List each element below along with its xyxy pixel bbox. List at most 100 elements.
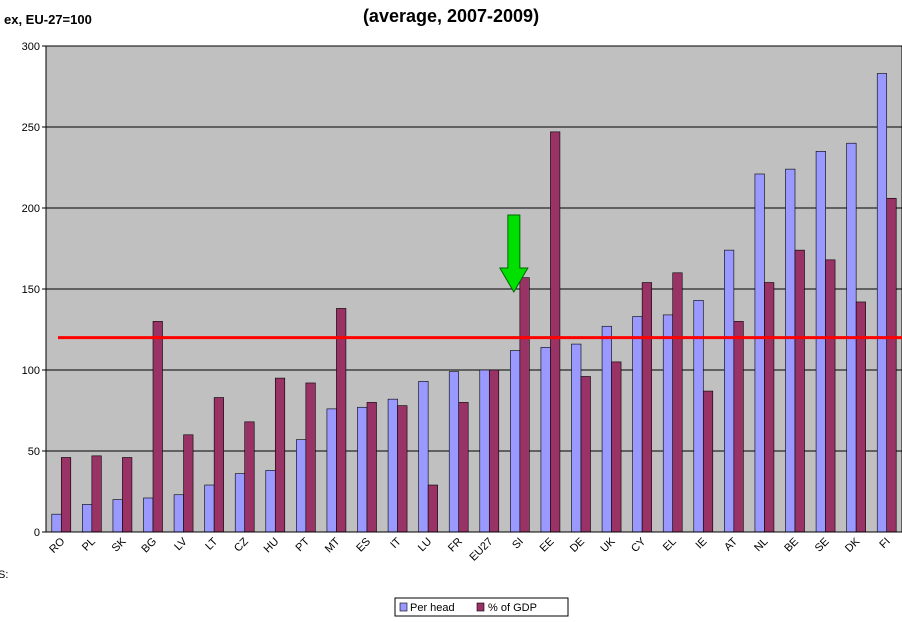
bar-per-head-DE — [571, 343, 582, 533]
bar-per-head-EE — [540, 347, 551, 533]
bar-gdp-LV — [183, 434, 194, 533]
y-tick-label: 200 — [22, 203, 40, 215]
y-tick-label: 100 — [22, 365, 40, 377]
bar-gdp-HU — [274, 377, 286, 533]
bar-gdp-EL — [672, 272, 683, 533]
bar-per-head-EU27 — [479, 369, 490, 533]
x-tick-label: DK — [843, 535, 863, 555]
x-tick-label: CY — [629, 535, 649, 555]
x-tick-label: BE — [782, 536, 801, 555]
x-tick-label: BG — [139, 536, 159, 556]
bar-per-head-FR — [448, 371, 460, 533]
legend-swatch-gdp — [476, 602, 485, 612]
bar-per-head-IE — [693, 300, 704, 533]
y-tick-label: 150 — [22, 284, 40, 296]
x-tick-label: UK — [598, 535, 618, 555]
bar-gdp-CY — [641, 282, 652, 533]
bar-gdp-BE — [794, 249, 805, 533]
chart-title: (average, 2007-2009) — [363, 6, 539, 26]
x-axis: RO PL SK BG LV LT CZ HU PT MT ES IT LU FR EU27 SI EE DE UK… — [46, 531, 902, 564]
bar-per-head-MT — [326, 408, 337, 533]
bar-per-head-HU — [265, 470, 276, 533]
x-tick-label: EE — [538, 536, 557, 555]
legend-label-gdp: % of GDP — [488, 602, 537, 614]
x-tick-label: IE — [694, 536, 710, 552]
bar-gdp-LT — [213, 397, 224, 533]
bar-per-head-CZ — [234, 473, 246, 533]
bar-gdp-SE — [825, 259, 836, 533]
bar-per-head-CY — [632, 316, 643, 533]
bar-gdp-NL — [764, 282, 775, 533]
bar-per-head-RO — [51, 513, 62, 533]
x-tick-label: HU — [262, 536, 282, 556]
bar-per-head-SI — [510, 350, 521, 533]
bar-gdp-CZ — [244, 421, 255, 533]
x-tick-label: MT — [323, 535, 343, 555]
bar-per-head-FI — [876, 73, 888, 533]
bar-per-head-ES — [357, 406, 368, 533]
bar-per-head-BG — [143, 497, 154, 533]
bar-per-head-LV — [173, 494, 184, 533]
y-tick-label: 300 — [22, 41, 40, 53]
bar-gdp-PT — [305, 382, 316, 533]
bar-per-head-UK — [601, 325, 612, 533]
bar-gdp-BG — [152, 321, 163, 533]
x-tick-label: AT — [722, 535, 740, 553]
bar-gdp-IT — [397, 405, 408, 533]
bar-gdp-ES — [366, 402, 377, 533]
bar-per-head-SK — [112, 499, 123, 533]
x-tick-label: LV — [172, 535, 190, 553]
bar-per-head-SE — [815, 151, 826, 533]
x-tick-label: SE — [813, 536, 832, 555]
y-tick-label: 0 — [34, 527, 40, 539]
bar-gdp-DE — [580, 376, 591, 533]
bar-gdp-IE — [702, 390, 714, 533]
x-tick-label: IT — [388, 535, 404, 551]
x-tick-label: FR — [446, 536, 465, 555]
bar-gdp-SI — [519, 277, 530, 533]
y-tick-label: 50 — [28, 446, 40, 458]
bar-per-head-AT — [724, 249, 735, 533]
legend: Per head % of GDP — [394, 597, 569, 617]
bar-per-head-IT — [387, 398, 398, 533]
y-axis: 0 50 100 150 200 250 300 — [22, 41, 46, 539]
x-tick-label: LU — [416, 536, 434, 554]
arrow-marker — [498, 214, 529, 293]
bar-gdp-EE — [550, 131, 561, 533]
bar-per-head-PL — [82, 504, 93, 533]
bar-per-head-NL — [754, 173, 765, 533]
bar-gdp-UK — [611, 361, 622, 533]
bar-per-head-LT — [204, 484, 215, 533]
x-tick-label: SK — [110, 535, 129, 554]
y-tick-label: 250 — [22, 122, 40, 134]
side-glyph: S: — [0, 569, 8, 581]
bar-gdp-MT — [336, 308, 347, 533]
legend-swatch-per-head — [399, 602, 408, 612]
x-tick-label: NL — [752, 536, 770, 554]
bar-gdp-EU27 — [488, 369, 500, 533]
annotations — [58, 214, 902, 340]
bar-per-head-BE — [785, 168, 796, 533]
x-tick-label: SI — [510, 536, 526, 552]
x-tick-label: RO — [47, 535, 67, 555]
bar-gdp-RO — [60, 457, 72, 533]
bar-per-head-EL — [662, 314, 674, 533]
bar-gdp-FR — [458, 402, 469, 533]
x-tick-label: FI — [877, 536, 892, 551]
bar-gdp-LU — [427, 484, 438, 533]
x-tick-label: EU27 — [467, 536, 495, 564]
bar-gdp-FI — [886, 197, 897, 533]
x-tick-label: LT — [203, 535, 220, 552]
x-tick-label: DE — [568, 536, 587, 555]
bar-gdp-SK — [122, 457, 133, 533]
x-tick-label: PT — [294, 535, 313, 554]
bar-per-head-PT — [296, 439, 307, 533]
bar-per-head-LU — [418, 381, 429, 533]
x-tick-label: EL — [661, 536, 679, 554]
legend-label-per-head: Per head — [410, 602, 455, 614]
bar-gdp-PL — [91, 455, 102, 533]
x-tick-label: CZ — [232, 535, 251, 554]
bar-gdp-AT — [733, 321, 744, 533]
x-tick-label: ES — [354, 536, 373, 555]
